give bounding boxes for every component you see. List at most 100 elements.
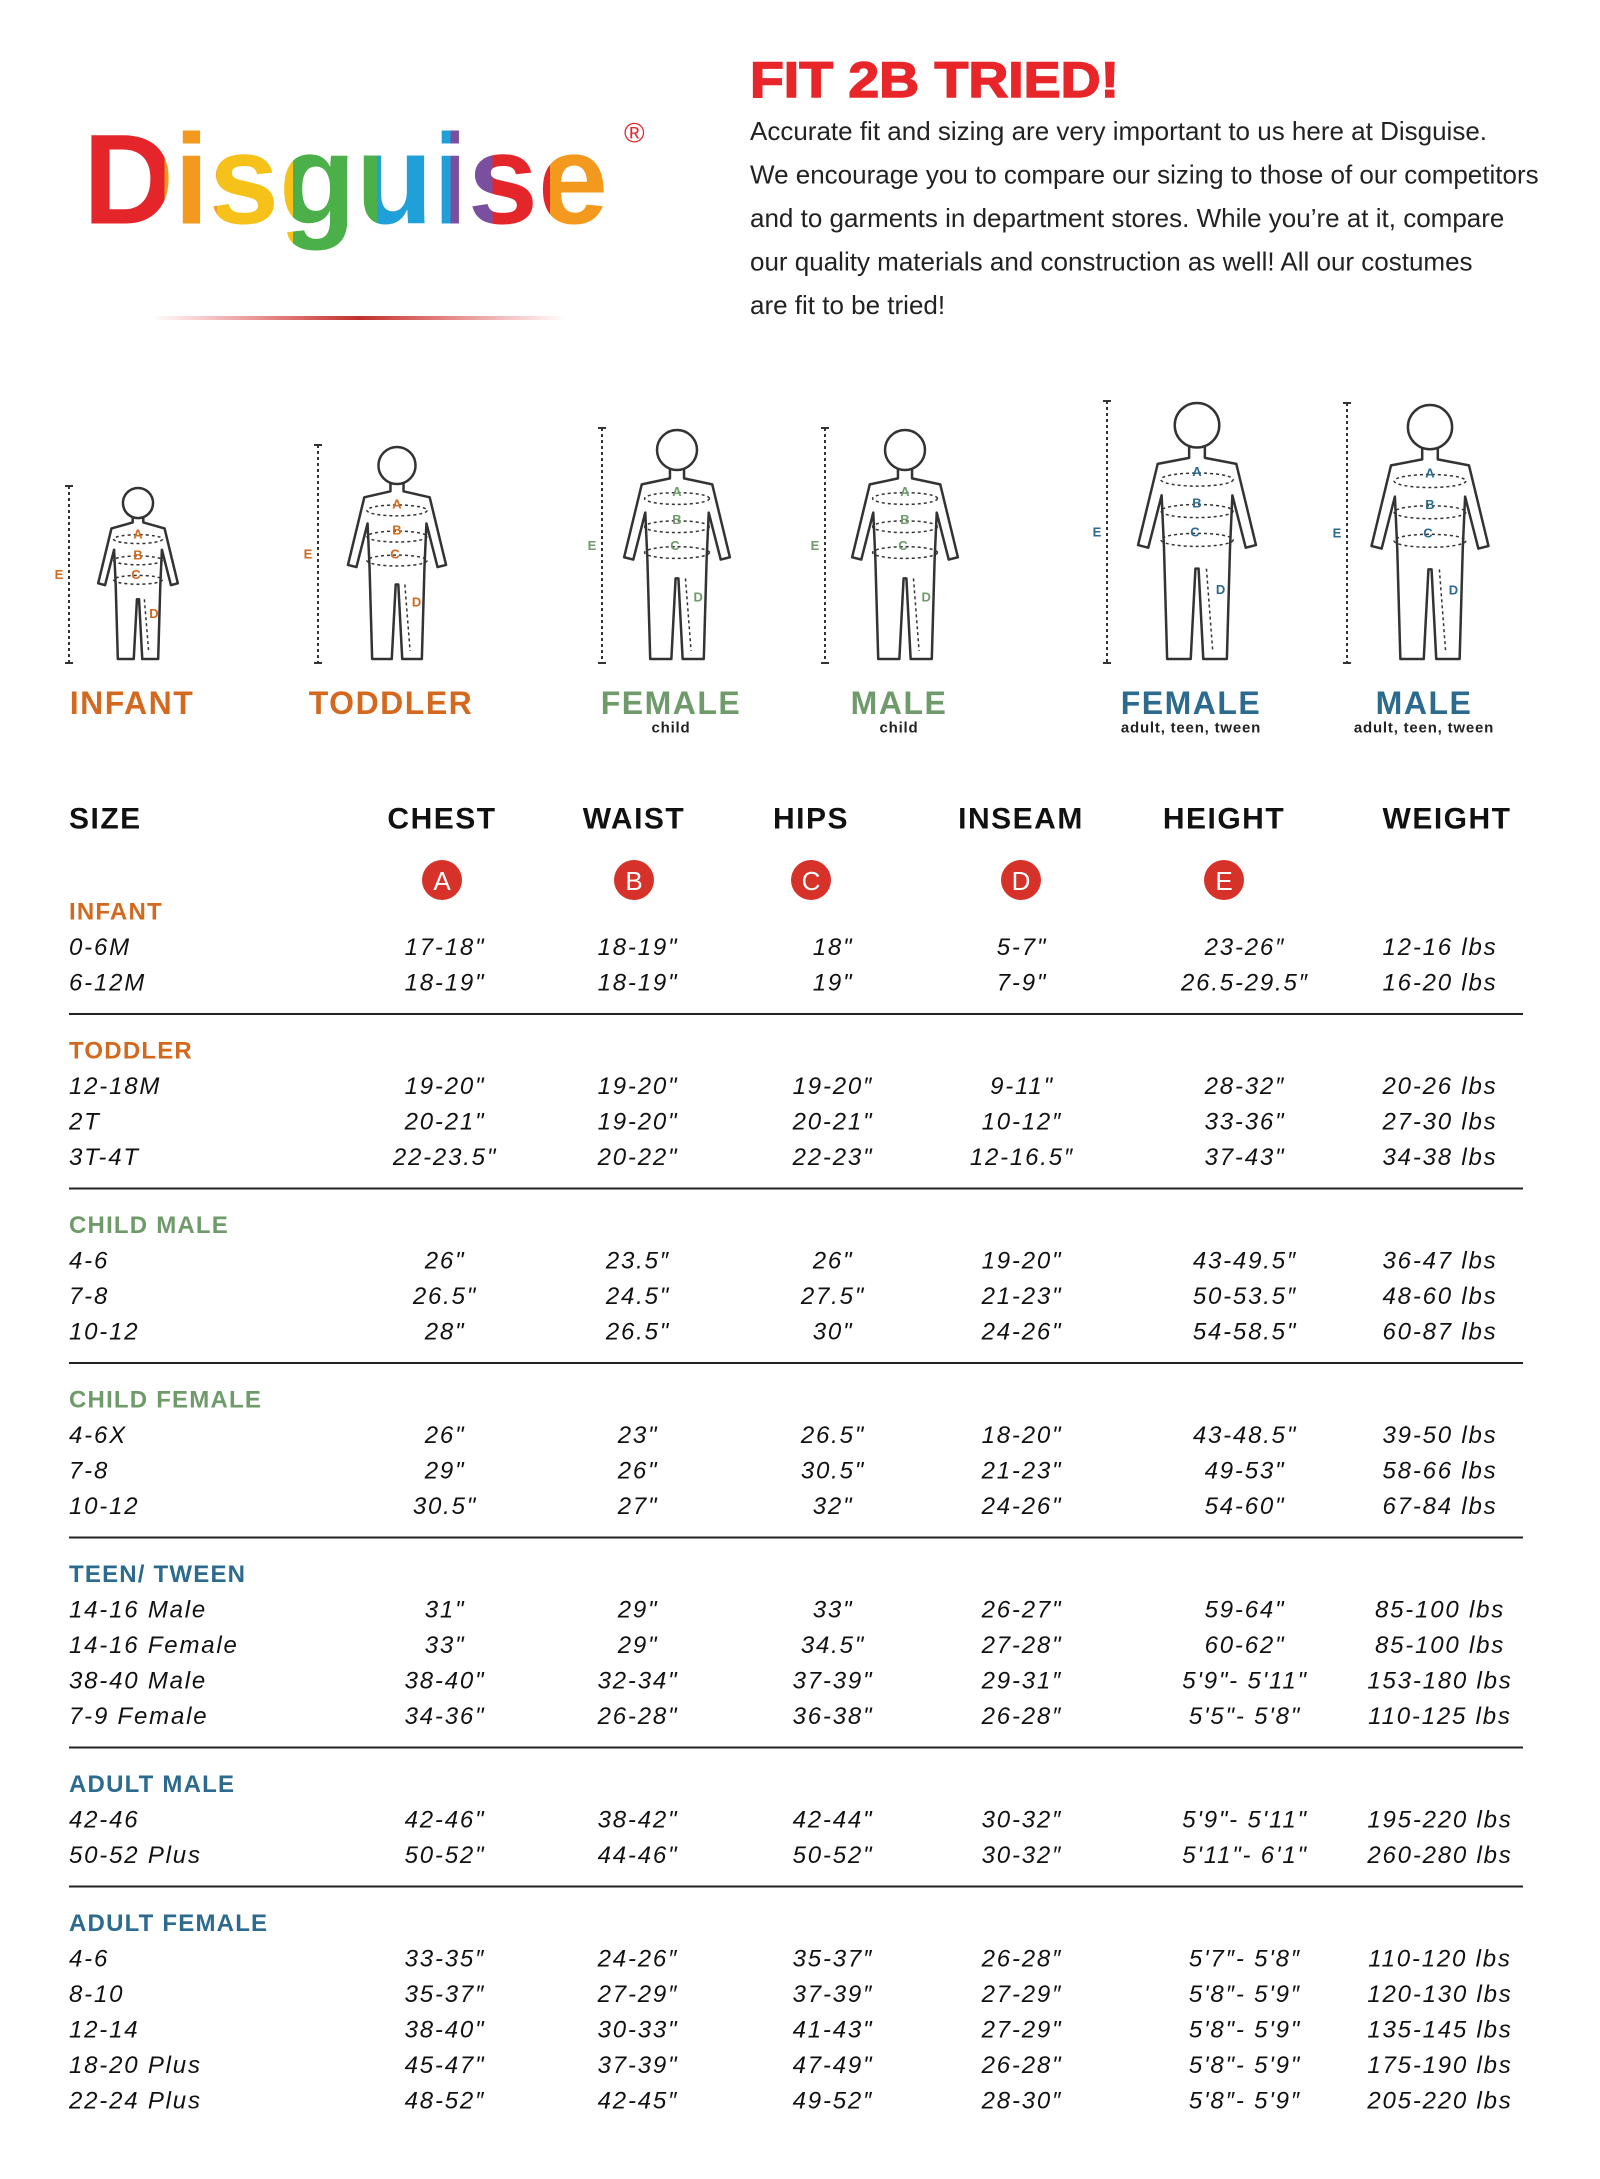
cell: 36-47 lbs	[1383, 1248, 1498, 1275]
cell: 5'5"- 5'8"	[1189, 1703, 1301, 1730]
figure-marker: A	[1192, 464, 1202, 479]
measure-ring	[643, 520, 711, 534]
cell: 30-32″	[982, 1842, 1063, 1869]
cell: 50-52"	[405, 1842, 486, 1869]
cell: 50-52 Plus	[69, 1842, 202, 1869]
figure-marker: D	[412, 594, 421, 609]
figure-head	[1406, 403, 1454, 451]
figure-marker: E	[304, 547, 313, 562]
cell: 26.5"	[605, 1319, 670, 1346]
column-header: HIPS	[773, 803, 849, 836]
cell: 5'11"- 6'1"	[1182, 1842, 1308, 1869]
measure-ring	[643, 545, 711, 560]
measure-ring	[871, 545, 939, 560]
cell: 67-84 lbs	[1383, 1493, 1498, 1520]
figure-head	[1173, 401, 1221, 449]
figure-marker: D	[149, 606, 158, 621]
cell: 16-20 lbs	[1383, 970, 1498, 997]
cell: 18-19"	[405, 970, 486, 997]
badge-letter: D	[1012, 866, 1031, 896]
cell: 205-220 lbs	[1366, 2088, 1512, 2115]
cell: 23.5″	[605, 1248, 670, 1275]
column-header: WEIGHT	[1383, 803, 1512, 836]
cell: 30-32″	[982, 1807, 1063, 1834]
cell: 5-7"	[997, 934, 1047, 961]
badge-letter: C	[802, 866, 821, 896]
cell: 38-40"	[405, 1668, 486, 1695]
cell: 27-29″	[597, 1981, 679, 2008]
figure-marker: C	[898, 538, 908, 553]
figure-marker: A	[392, 496, 402, 511]
cell: 19-20"	[598, 1073, 679, 1100]
cell: 42-44"	[793, 1807, 874, 1834]
figure-body	[850, 467, 960, 661]
cell: 20-21"	[404, 1109, 486, 1136]
cell: 5'9"- 5'11"	[1182, 1668, 1308, 1695]
cell: 28-30″	[981, 2088, 1063, 2115]
figure-marker: E	[811, 538, 820, 553]
cell: 28-32″	[1204, 1073, 1286, 1100]
cell: 7-8	[69, 1283, 109, 1310]
cell: 24-26"	[981, 1493, 1063, 1520]
cell: 45-47"	[405, 2052, 486, 2079]
measure-ring	[1393, 533, 1467, 549]
cell: 43-48.5"	[1193, 1422, 1297, 1449]
badge	[614, 860, 654, 900]
cell: 7-9"	[997, 970, 1047, 997]
cell: 28"	[424, 1319, 466, 1346]
cell: 18"	[813, 934, 854, 961]
intro-line: our quality materials and construction a…	[750, 247, 1473, 277]
cell: 49-53"	[1205, 1458, 1286, 1485]
figure-marker: A	[1425, 466, 1435, 481]
figure-marker: A	[900, 484, 910, 499]
cell: 5'8"- 5'9"	[1189, 2052, 1301, 2079]
cell: 33-36"	[1205, 1109, 1286, 1136]
measure-ring	[112, 533, 164, 545]
group-heading: TEEN/ TWEEN	[69, 1561, 246, 1588]
figure-label: FEMALE	[1121, 685, 1262, 721]
cell: 3T-4T	[69, 1144, 140, 1171]
figure-marker: C	[131, 567, 141, 582]
cell: 5'7″- 5'8″	[1189, 1946, 1301, 1973]
cell: 9-11"	[990, 1073, 1054, 1100]
cell: 37-39″	[793, 1981, 874, 2008]
inseam-line	[912, 578, 920, 652]
badge-letter: B	[625, 866, 642, 896]
figure-marker: D	[921, 590, 930, 605]
cell: 12-16 lbs	[1383, 934, 1498, 961]
figure-sublabel: adult, teen, tween	[1354, 720, 1494, 737]
column-header: WAIST	[583, 803, 686, 836]
cell: 26.5-29.5″	[1180, 970, 1309, 997]
cell: 29"	[617, 1597, 659, 1624]
cell: 4-6	[69, 1248, 109, 1275]
cell: 21-23"	[981, 1458, 1063, 1485]
inseam-line	[1205, 568, 1214, 652]
cell: 24.5"	[605, 1283, 670, 1310]
intro-line: and to garments in department stores. Wh…	[750, 203, 1504, 233]
figure-marker: B	[392, 523, 401, 538]
figure-marker: D	[693, 590, 702, 605]
cell: 8-10	[69, 1981, 124, 2008]
cell: 29"	[617, 1632, 659, 1659]
measure-ring	[871, 520, 939, 534]
cell: 2T	[68, 1109, 101, 1136]
cell: 0-6M	[69, 934, 131, 961]
intro-line: Accurate fit and sizing are very importa…	[750, 116, 1487, 146]
badge	[791, 860, 831, 900]
column-header: CHEST	[387, 803, 496, 836]
figure-body	[96, 516, 180, 661]
cell: 260-280 lbs	[1366, 1842, 1512, 1869]
cell: 14-16 Female	[69, 1632, 239, 1659]
figure-body	[1136, 445, 1258, 661]
cell: 27-29″	[981, 1981, 1063, 2008]
cell: 38-40 Male	[69, 1668, 207, 1695]
figure-label: MALE	[851, 685, 948, 721]
cell: 50-52"	[793, 1842, 874, 1869]
cell: 54-58.5"	[1193, 1319, 1297, 1346]
cell: 17-18"	[405, 934, 486, 961]
cell: 47-49"	[793, 2052, 874, 2079]
cell: 34-36"	[405, 1703, 486, 1730]
cell: 24-26"	[981, 1319, 1063, 1346]
cell: 26.5"	[412, 1283, 477, 1310]
